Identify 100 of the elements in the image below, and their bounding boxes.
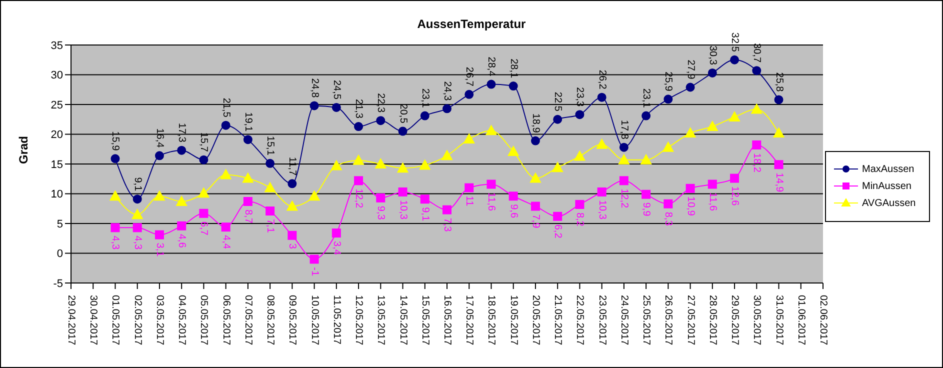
point	[132, 209, 143, 220]
data-label: 19,1	[242, 112, 254, 132]
point	[419, 160, 430, 170]
point	[288, 179, 297, 188]
point	[332, 102, 341, 112]
x-tick-label: 27.05.2017	[684, 295, 696, 346]
point	[642, 111, 651, 120]
point	[376, 116, 386, 126]
point	[508, 192, 518, 201]
point	[154, 151, 164, 160]
point	[684, 128, 696, 138]
point	[774, 95, 784, 104]
point	[662, 142, 674, 152]
data-label: 8,3	[662, 212, 674, 226]
data-label: 11,6	[486, 192, 497, 212]
point	[530, 172, 541, 183]
point	[751, 104, 762, 114]
data-label: 9,9	[640, 202, 652, 217]
x-tick-label: 30.05.2017	[751, 295, 762, 346]
data-label: 7,3	[442, 218, 452, 232]
data-label: 3,1	[154, 242, 165, 258]
x-tick-label: 09.05.2017	[286, 295, 298, 346]
point	[752, 66, 762, 76]
data-label: 12,2	[353, 188, 364, 209]
data-label: 18,2	[751, 152, 762, 173]
x-tick-label: 05.05.2017	[198, 295, 210, 346]
x-tick-label: 07.05.2017	[242, 295, 254, 346]
data-label: 14,9	[773, 172, 784, 192]
point	[442, 104, 452, 114]
point	[330, 160, 342, 170]
data-label: 10,9	[684, 196, 696, 216]
x-tick-label: 01.06.2017	[795, 295, 806, 346]
x-tick-label: 19.05.2017	[508, 295, 519, 346]
point	[442, 205, 452, 214]
x-tick-label: 11.05.2017	[330, 295, 342, 345]
point	[242, 172, 254, 183]
point	[220, 169, 232, 180]
data-label: 20,5	[397, 104, 408, 124]
x-tick-label: 21.05.2017	[552, 295, 564, 346]
point	[266, 206, 275, 216]
point	[110, 190, 121, 201]
data-label: 8,7	[242, 209, 254, 224]
point	[266, 158, 275, 168]
data-label: 21,5	[220, 98, 232, 118]
point	[375, 158, 386, 168]
point	[708, 68, 717, 78]
point	[110, 223, 120, 232]
point	[575, 200, 584, 209]
x-tick-label: 20.05.2017	[530, 295, 541, 346]
point	[730, 55, 740, 64]
point	[686, 82, 695, 92]
data-label: 26,7	[464, 66, 475, 87]
point	[464, 134, 475, 144]
x-tick-label: 29.05.2017	[729, 295, 740, 346]
point	[508, 146, 519, 156]
data-label: 15,7	[198, 132, 210, 152]
data-label: 21,3	[353, 99, 364, 119]
x-tick-label: 02.05.2017	[132, 295, 143, 346]
point	[642, 190, 651, 199]
x-tick-label: 17.05.2017	[464, 295, 475, 346]
data-label: 25,9	[662, 72, 674, 92]
point	[221, 222, 230, 232]
point	[619, 176, 628, 186]
point	[376, 193, 386, 202]
x-tick-label: 26.05.2017	[662, 295, 674, 346]
point	[353, 154, 364, 165]
x-tick-label: 18.05.2017	[486, 295, 497, 346]
point	[464, 183, 474, 192]
point	[198, 188, 210, 198]
data-label: 12,6	[729, 186, 740, 206]
data-label: 7,1	[264, 219, 276, 234]
point	[596, 138, 608, 149]
data-label: 17,3	[176, 122, 188, 143]
y-tick-label: 20	[50, 129, 63, 142]
y-tick-label: 10	[50, 188, 63, 201]
point	[288, 230, 297, 240]
y-tick-label: 5	[56, 218, 63, 230]
y-tick-label: -5	[53, 278, 63, 290]
point	[176, 196, 188, 206]
data-label: 10,3	[397, 200, 408, 220]
data-label: 30,3	[706, 45, 718, 66]
point	[464, 90, 474, 99]
y-tick-label: 15	[50, 158, 63, 171]
data-label: 10,3	[596, 200, 608, 220]
point	[574, 150, 586, 161]
data-label: 3	[286, 243, 298, 250]
x-tick-label: 25.05.2017	[640, 295, 652, 346]
point	[420, 194, 430, 204]
point	[310, 101, 319, 110]
y-tick-label: 25	[50, 99, 63, 112]
data-label: 11,6	[706, 192, 718, 212]
x-tick-label: 24.05.2017	[618, 295, 630, 346]
point	[706, 121, 718, 132]
y-tick-label: 0	[56, 248, 63, 260]
data-label: 8,2	[574, 212, 586, 227]
point	[730, 174, 740, 183]
point	[575, 110, 584, 120]
point	[553, 114, 562, 124]
point	[199, 155, 208, 164]
point	[221, 120, 230, 130]
